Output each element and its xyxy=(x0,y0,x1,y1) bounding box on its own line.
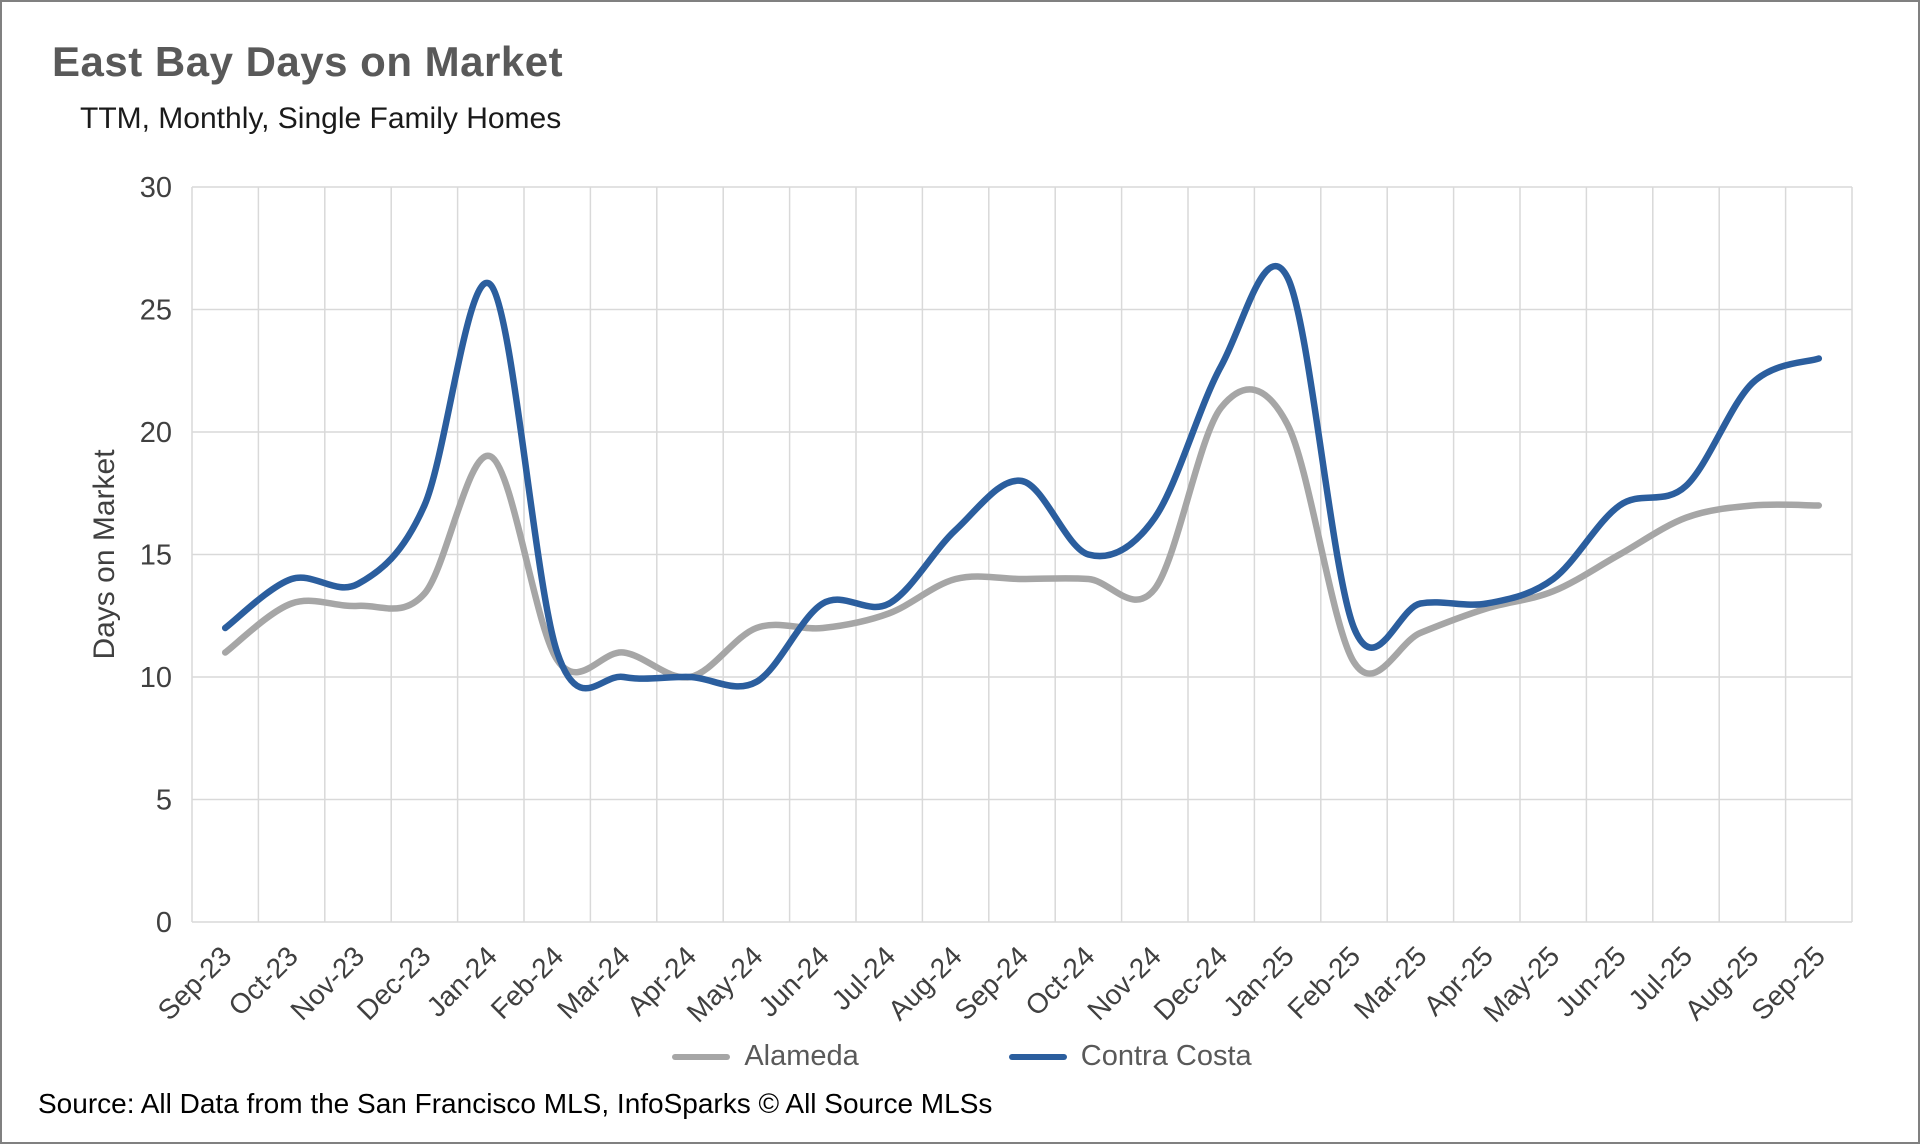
y-tick-label: 15 xyxy=(140,540,172,572)
y-tick-label: 5 xyxy=(156,785,172,817)
legend-item-alameda: Alameda xyxy=(672,1040,859,1073)
x-tick-label: Aug-25 xyxy=(1679,940,1765,1026)
x-tick-label: May-24 xyxy=(681,940,769,1028)
chart-title: East Bay Days on Market xyxy=(52,38,564,85)
x-tick-label: Sep-25 xyxy=(1745,940,1831,1026)
x-tick-label: Jun-24 xyxy=(753,940,835,1022)
legend-swatch-contra-costa xyxy=(1008,1053,1067,1060)
x-tick-label: Sep-23 xyxy=(152,940,238,1026)
series-line-contra-costa xyxy=(221,263,1823,692)
x-tick-label: Feb-25 xyxy=(1282,940,1367,1025)
x-tick-label: Dec-23 xyxy=(351,940,437,1026)
x-tick-label: Dec-24 xyxy=(1148,940,1234,1026)
x-tick-label: Sep-24 xyxy=(948,940,1034,1026)
x-tick-label: Mar-25 xyxy=(1348,940,1433,1025)
source-note: Source: All Data from the San Francisco … xyxy=(38,1088,993,1119)
x-tick-label: Aug-24 xyxy=(882,940,968,1026)
y-tick-label: 0 xyxy=(156,907,172,939)
legend: Alameda Contra Costa xyxy=(2,1040,1918,1073)
x-tick-label: Jun-25 xyxy=(1549,940,1631,1022)
y-tick-label: 30 xyxy=(140,172,172,204)
legend-swatch-alameda xyxy=(672,1053,731,1060)
x-tick-label: May-25 xyxy=(1477,940,1565,1028)
x-tick-label: Jan-25 xyxy=(1217,940,1299,1022)
y-axis-title: Days on Market xyxy=(88,449,121,660)
legend-label-contra-costa: Contra Costa xyxy=(1080,1040,1252,1072)
series-line-alameda xyxy=(221,386,1823,681)
x-tick-label: Nov-23 xyxy=(284,940,370,1026)
x-tick-label: Jan-24 xyxy=(421,940,503,1022)
legend-label-alameda: Alameda xyxy=(744,1040,859,1072)
y-tick-label: 20 xyxy=(140,417,172,449)
chart-subtitle: TTM, Monthly, Single Family Homes xyxy=(80,102,562,135)
x-tick-label: Nov-24 xyxy=(1081,940,1167,1026)
line-chart: 051015202530Sep-23Oct-23Nov-23Dec-23Jan-… xyxy=(88,172,1853,1028)
x-tick-label: Feb-24 xyxy=(485,940,570,1025)
y-tick-label: 10 xyxy=(140,662,172,694)
y-tick-label: 25 xyxy=(140,295,172,327)
x-tick-label: Mar-24 xyxy=(551,940,636,1025)
legend-item-contra-costa: Contra Costa xyxy=(1008,1040,1252,1073)
